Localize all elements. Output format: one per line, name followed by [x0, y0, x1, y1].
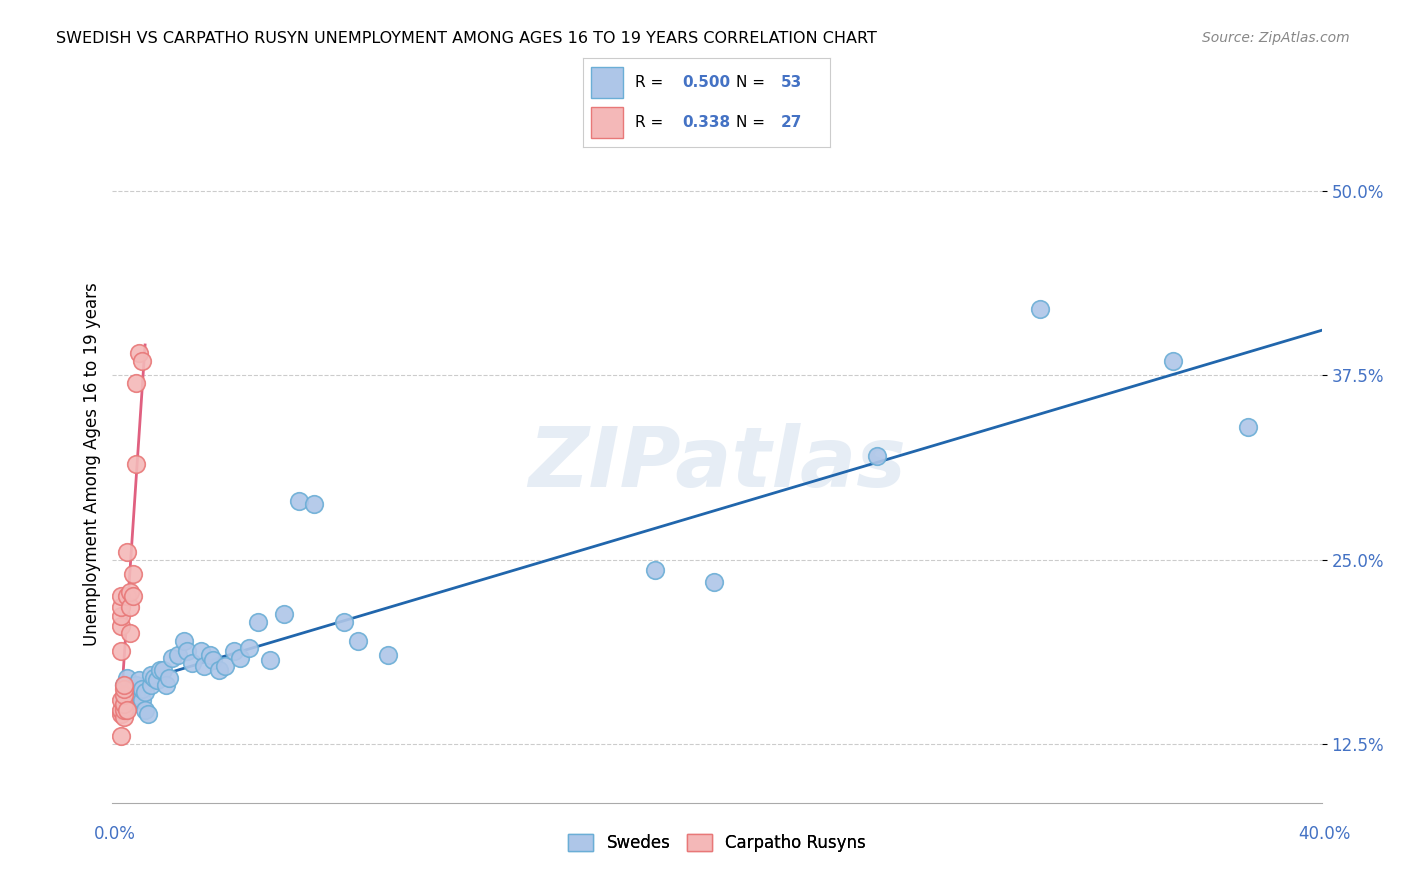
Point — [131, 682, 153, 697]
Point — [112, 697, 135, 711]
Point — [122, 692, 145, 706]
Point — [139, 678, 162, 692]
Point — [125, 678, 148, 692]
Point — [246, 615, 269, 629]
Text: 0.0%: 0.0% — [94, 825, 136, 843]
Point — [214, 658, 236, 673]
Point — [332, 615, 354, 629]
Point — [152, 663, 174, 677]
Point — [146, 673, 169, 688]
Point — [110, 707, 132, 722]
Text: 27: 27 — [780, 115, 801, 129]
Point — [193, 658, 215, 673]
Point — [110, 730, 132, 744]
Point — [110, 644, 132, 658]
Point — [110, 703, 132, 717]
Text: 40.0%: 40.0% — [1298, 825, 1351, 843]
Point — [117, 688, 139, 702]
Point — [110, 692, 132, 706]
Text: R =: R = — [636, 76, 668, 90]
Point — [347, 633, 370, 648]
Point — [110, 608, 132, 623]
Text: N =: N = — [737, 115, 770, 129]
Point — [190, 644, 212, 658]
Point — [125, 376, 148, 390]
Text: ZIPatlas: ZIPatlas — [529, 424, 905, 504]
Point — [134, 703, 156, 717]
Point — [259, 653, 281, 667]
Point — [112, 678, 135, 692]
Text: 53: 53 — [780, 76, 801, 90]
Point — [155, 678, 177, 692]
Point — [139, 667, 162, 681]
Point — [1029, 302, 1052, 317]
Point — [125, 688, 148, 702]
Point — [208, 663, 231, 677]
Point — [160, 651, 183, 665]
Point — [181, 656, 204, 670]
Point — [273, 607, 295, 622]
Point — [149, 663, 172, 677]
Point — [120, 626, 142, 640]
Point — [112, 682, 135, 697]
Point — [302, 497, 325, 511]
Point — [200, 648, 222, 663]
Point — [703, 574, 725, 589]
FancyBboxPatch shape — [591, 67, 623, 98]
Point — [131, 692, 153, 706]
Point — [202, 653, 225, 667]
Point — [1236, 420, 1258, 434]
Point — [1163, 353, 1185, 368]
Point — [112, 703, 135, 717]
Point — [222, 644, 245, 658]
Point — [112, 710, 135, 724]
Point — [644, 563, 666, 577]
Point — [120, 585, 142, 599]
Point — [173, 633, 195, 648]
Point — [110, 590, 132, 604]
Point — [117, 590, 139, 604]
Text: 0.338: 0.338 — [682, 115, 730, 129]
Point — [122, 567, 145, 582]
Text: 0.500: 0.500 — [682, 76, 730, 90]
Text: SWEDISH VS CARPATHO RUSYN UNEMPLOYMENT AMONG AGES 16 TO 19 YEARS CORRELATION CHA: SWEDISH VS CARPATHO RUSYN UNEMPLOYMENT A… — [56, 31, 877, 46]
Point — [120, 697, 142, 711]
Point — [134, 685, 156, 699]
Point — [166, 648, 188, 663]
Point — [377, 648, 399, 663]
Point — [122, 681, 145, 695]
Point — [157, 671, 180, 685]
Point — [120, 599, 142, 614]
Point — [117, 671, 139, 685]
Point — [110, 619, 132, 633]
Point — [112, 688, 135, 702]
Point — [112, 678, 135, 692]
Point — [176, 644, 198, 658]
Point — [128, 346, 150, 360]
Point — [288, 493, 311, 508]
Point — [125, 457, 148, 471]
Point — [117, 703, 139, 717]
Text: N =: N = — [737, 76, 770, 90]
Point — [131, 353, 153, 368]
Point — [866, 450, 889, 464]
Y-axis label: Unemployment Among Ages 16 to 19 years: Unemployment Among Ages 16 to 19 years — [83, 282, 101, 646]
Text: R =: R = — [636, 115, 668, 129]
Point — [143, 671, 166, 685]
Point — [110, 599, 132, 614]
Point — [117, 700, 139, 714]
Point — [238, 641, 260, 656]
Point — [229, 651, 252, 665]
Text: Source: ZipAtlas.com: Source: ZipAtlas.com — [1202, 31, 1350, 45]
Legend: Swedes, Carpatho Rusyns: Swedes, Carpatho Rusyns — [561, 828, 873, 859]
Point — [112, 692, 135, 706]
FancyBboxPatch shape — [591, 107, 623, 138]
Point — [122, 590, 145, 604]
Point — [117, 545, 139, 559]
Point — [136, 707, 159, 722]
Point — [120, 685, 142, 699]
Point — [128, 673, 150, 688]
